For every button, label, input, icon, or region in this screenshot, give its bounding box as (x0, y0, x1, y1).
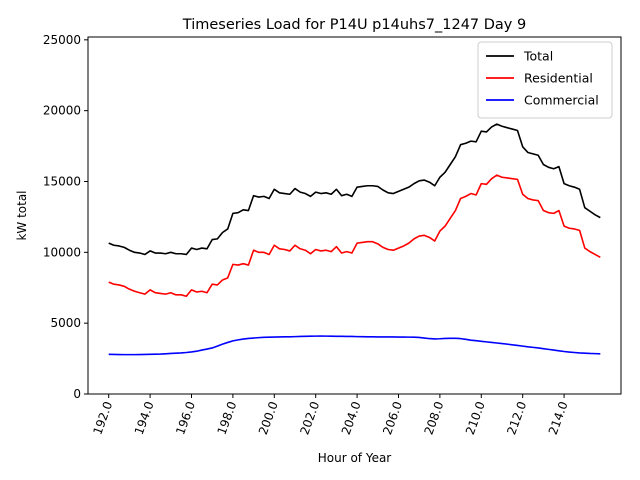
x-tick-label: 214.0 (546, 400, 571, 437)
y-tick-label: 15000 (43, 175, 81, 189)
series-line-commercial (108, 335, 601, 356)
legend-box (477, 41, 613, 119)
x-tick-label: 194.0 (132, 400, 157, 437)
legend-item-total: Total (486, 49, 553, 64)
legend-item-residential: Residential (486, 71, 593, 86)
y-tick-label: 10000 (43, 245, 81, 259)
legend-label: Total (523, 49, 553, 64)
x-tick-label: 192.0 (90, 400, 115, 437)
legend-label: Residential (524, 71, 593, 86)
x-tick-label: 202.0 (297, 400, 322, 437)
plot-frame (87, 36, 622, 395)
series-layer (108, 123, 601, 356)
legend: Total Residential Commercial (477, 41, 613, 119)
y-axis: 0 5000 10000 15000 20000 25000 (43, 33, 88, 401)
x-tick-label: 204.0 (339, 400, 364, 437)
x-tick-label: 200.0 (256, 400, 281, 437)
x-tick-label: 206.0 (380, 400, 405, 437)
y-tick-label: 20000 (43, 104, 81, 118)
y-tick-label: 25000 (43, 33, 81, 47)
x-tick-label: 210.0 (463, 400, 488, 437)
y-tick-label: 0 (73, 387, 81, 401)
y-axis-label: kW total (15, 190, 29, 240)
chart-title: Timeseries Load for P14U p14uhs7_1247 Da… (182, 17, 526, 33)
x-axis-label: Hour of Year (318, 451, 392, 465)
x-tick-label: 208.0 (422, 400, 447, 437)
legend-item-commercial: Commercial (486, 93, 599, 108)
x-tick-label: 196.0 (173, 400, 198, 437)
series-line-residential (108, 174, 601, 298)
x-axis: 192.0 194.0 196.0 198.0 200.0 202.0 204.0 206.0… (90, 394, 571, 437)
legend-label: Commercial (524, 93, 599, 108)
series-line-total (108, 123, 601, 256)
x-tick-label: 198.0 (215, 400, 240, 437)
y-tick-label: 5000 (50, 316, 81, 330)
x-tick-label: 212.0 (504, 400, 529, 437)
